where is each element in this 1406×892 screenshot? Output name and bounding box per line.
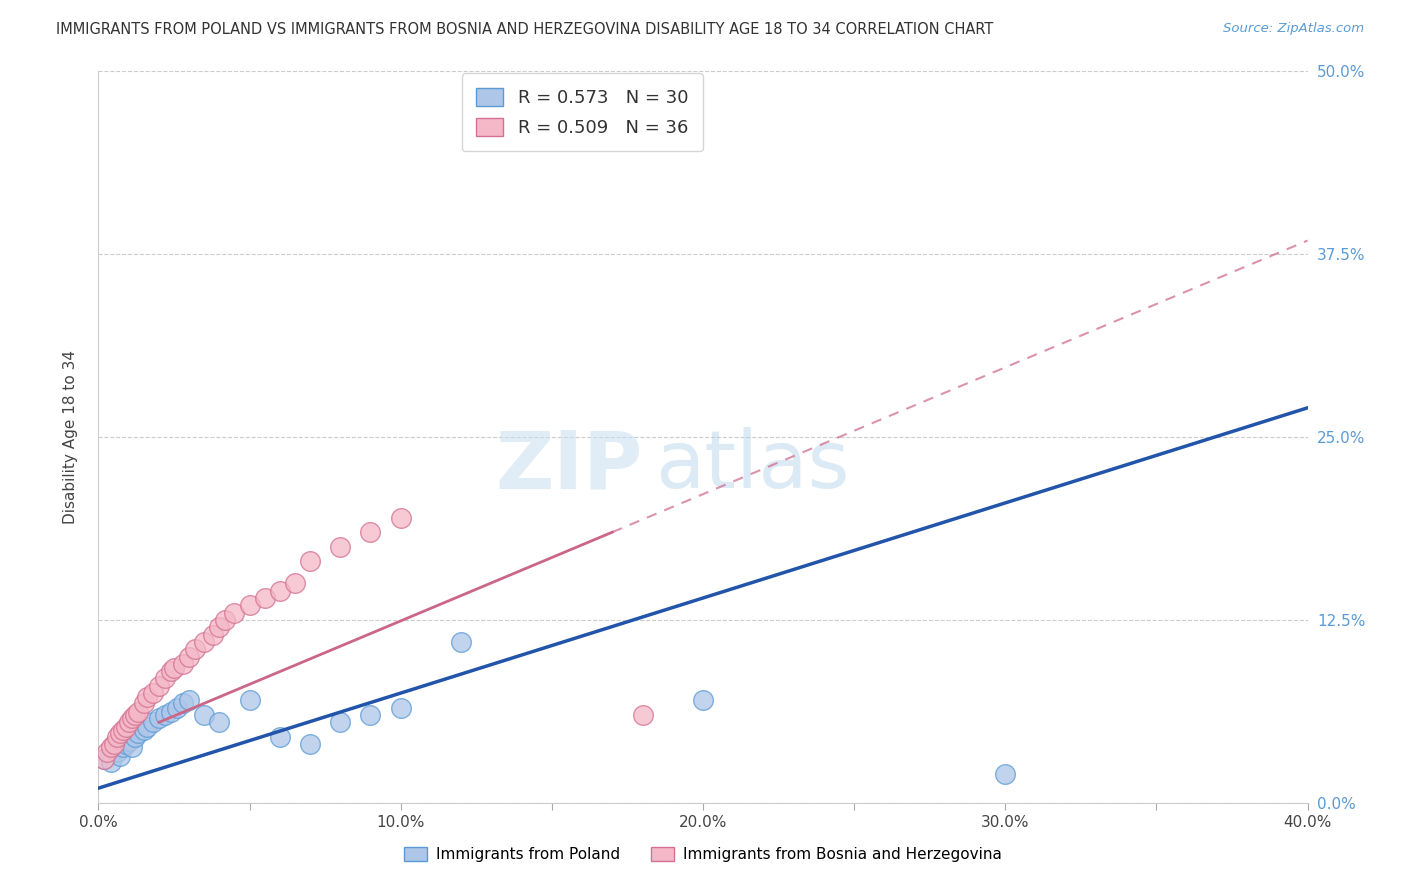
Point: [163, 661, 186, 675]
Point: [184, 642, 207, 657]
Point: [114, 720, 136, 734]
Point: [96, 745, 118, 759]
Point: [214, 613, 236, 627]
Point: [329, 540, 352, 554]
Point: [239, 693, 262, 707]
Point: [127, 725, 149, 739]
Point: [105, 730, 128, 744]
Point: [160, 664, 183, 678]
Point: [208, 620, 231, 634]
Point: [360, 708, 382, 723]
Point: [299, 737, 322, 751]
Point: [202, 627, 225, 641]
Point: [160, 705, 183, 719]
Point: [121, 711, 143, 725]
Point: [179, 649, 201, 664]
Point: [450, 635, 472, 649]
Text: ZIP: ZIP: [495, 427, 643, 506]
Point: [148, 711, 170, 725]
Point: [111, 723, 134, 737]
Text: IMMIGRANTS FROM POLAND VS IMMIGRANTS FROM BOSNIA AND HERZEGOVINA DISABILITY AGE : IMMIGRANTS FROM POLAND VS IMMIGRANTS FRO…: [56, 22, 994, 37]
Point: [124, 730, 146, 744]
Point: [193, 708, 215, 723]
Point: [135, 720, 157, 734]
Point: [108, 725, 131, 739]
Point: [132, 696, 155, 710]
Point: [179, 693, 201, 707]
Point: [172, 696, 194, 710]
Point: [114, 737, 136, 751]
Point: [142, 715, 165, 730]
Point: [692, 693, 714, 707]
Point: [142, 686, 165, 700]
Point: [994, 766, 1017, 780]
Point: [299, 554, 322, 568]
Point: [127, 705, 149, 719]
Point: [284, 576, 307, 591]
Point: [329, 715, 352, 730]
Point: [100, 740, 122, 755]
Point: [389, 700, 412, 714]
Point: [132, 723, 155, 737]
Y-axis label: Disability Age 18 to 34: Disability Age 18 to 34: [63, 350, 77, 524]
Point: [118, 734, 141, 748]
Point: [172, 657, 194, 671]
Point: [253, 591, 276, 605]
Point: [93, 752, 115, 766]
Point: [269, 730, 291, 744]
Point: [153, 672, 176, 686]
Point: [118, 715, 141, 730]
Point: [121, 740, 143, 755]
Point: [93, 752, 115, 766]
Point: [108, 749, 131, 764]
Point: [100, 755, 122, 769]
Point: [166, 700, 188, 714]
Point: [153, 708, 176, 723]
Point: [135, 690, 157, 705]
Point: [239, 599, 262, 613]
Legend: Immigrants from Poland, Immigrants from Bosnia and Herzegovina: Immigrants from Poland, Immigrants from …: [398, 841, 1008, 868]
Point: [148, 679, 170, 693]
Point: [631, 708, 654, 723]
Text: atlas: atlas: [655, 427, 849, 506]
Point: [111, 740, 134, 755]
Point: [269, 583, 291, 598]
Point: [105, 745, 128, 759]
Point: [193, 635, 215, 649]
Point: [389, 510, 412, 524]
Point: [124, 708, 146, 723]
Point: [103, 737, 125, 751]
Point: [360, 525, 382, 540]
Point: [224, 606, 246, 620]
Text: Source: ZipAtlas.com: Source: ZipAtlas.com: [1223, 22, 1364, 36]
Point: [208, 715, 231, 730]
